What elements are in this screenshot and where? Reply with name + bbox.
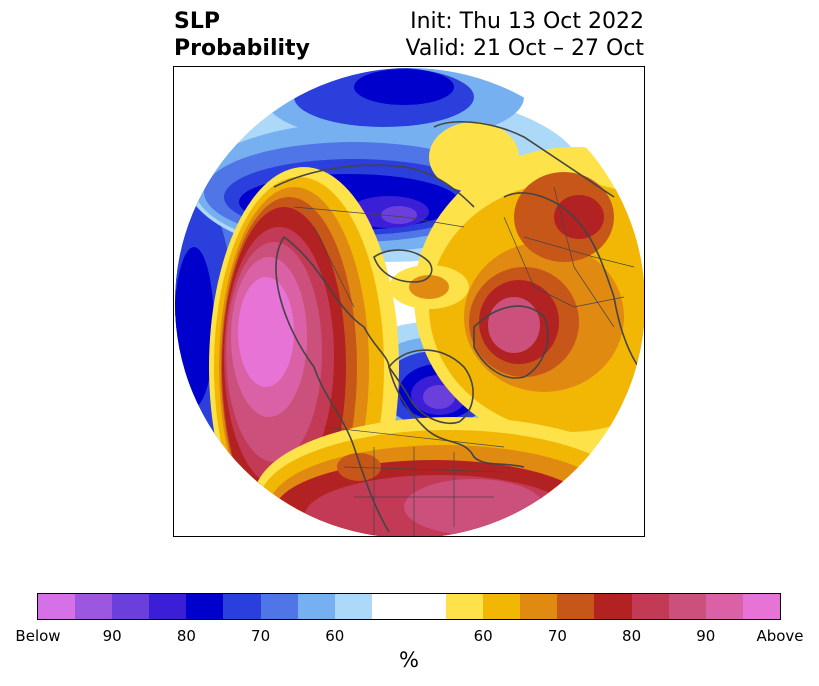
colorbar-segment [408, 594, 447, 619]
colorbar-segment [75, 594, 113, 619]
title-line-1: SLP [174, 9, 220, 34]
colorbar-segment [149, 594, 187, 619]
colorbar [37, 593, 781, 620]
colorbar-segment [705, 594, 743, 619]
colorbar-tick-label: 70 [251, 627, 271, 645]
colorbar-segment [520, 594, 558, 619]
colorbar-segment [112, 594, 150, 619]
colorbar-tick-label: 90 [102, 627, 122, 645]
colorbar-tick-label: 90 [696, 627, 716, 645]
colorbar-segment [483, 594, 521, 619]
colorbar-segment [297, 594, 335, 619]
map-canvas [175, 68, 644, 536]
map-title: SLP Probability [174, 8, 310, 62]
valid-dates: Valid: 21 Oct – 27 Oct [405, 36, 644, 61]
colorbar-unit-label: % [399, 648, 419, 672]
colorbar-segment [334, 594, 372, 619]
colorbar-tick-label: 70 [547, 627, 567, 645]
colorbar-segment [38, 594, 76, 619]
colorbar-tick-label: 80 [622, 627, 642, 645]
colorbar-tick-label: 60 [325, 627, 345, 645]
colorbar-segment [557, 594, 595, 619]
borders [293, 186, 635, 536]
colorbar-tick-label: Above [756, 627, 804, 645]
colorbar-tick-label: 60 [473, 627, 493, 645]
colorbar-tick-label: Below [15, 627, 61, 645]
colorbar-segment [668, 594, 706, 619]
colorbar-segment [742, 594, 780, 619]
above-normal-field [209, 122, 644, 536]
probability-map [173, 66, 645, 537]
colorbar-segment [594, 594, 632, 619]
colorbar-segment [631, 594, 669, 619]
colorbar-segment [223, 594, 261, 619]
init-date: Init: Thu 13 Oct 2022 [410, 9, 644, 34]
colorbar-segment [186, 594, 224, 619]
colorbar-segment [371, 594, 409, 619]
colorbar-segment [446, 594, 484, 619]
colorbar-segment [260, 594, 298, 619]
title-line-2: Probability [174, 36, 310, 61]
colorbar-tick-label: 80 [176, 627, 196, 645]
forecast-dates: Init: Thu 13 Oct 2022 Valid: 21 Oct – 27… [406, 8, 644, 62]
coastlines [273, 121, 644, 533]
